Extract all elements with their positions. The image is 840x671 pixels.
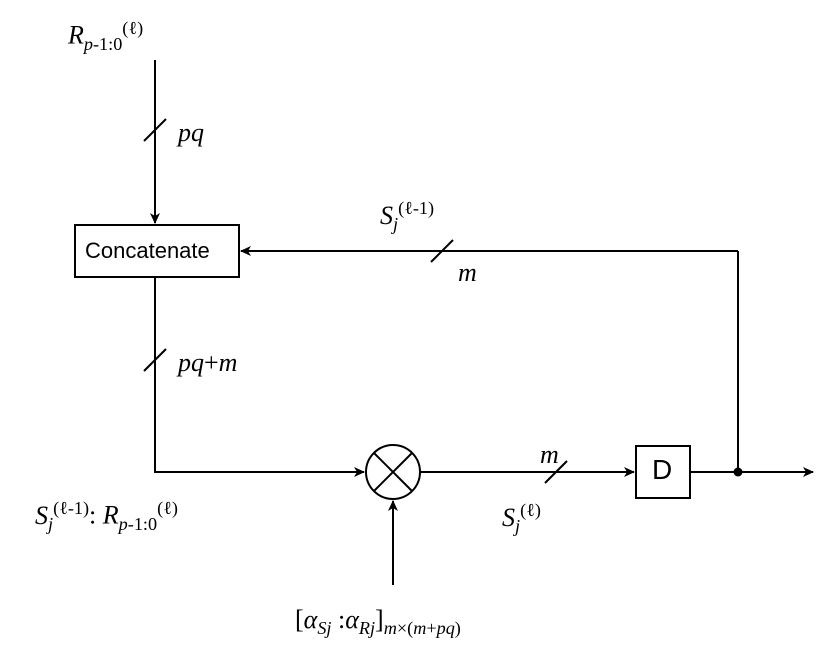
label-Sj-l: Sj(ℓ) xyxy=(502,500,541,537)
concatenate-label: Concatenate xyxy=(85,238,210,264)
label-R-input: Rp-1:0(ℓ) xyxy=(68,18,143,55)
label-m-right: m xyxy=(540,440,559,470)
multiplier-node xyxy=(366,445,420,499)
label-alpha: [αSj :αRj]m×(m+pq) xyxy=(295,605,461,639)
diagram-svg xyxy=(0,0,840,671)
label-SR-concat: Sj(ℓ-1): Rp-1:0(ℓ) xyxy=(35,498,178,535)
delay-label: D xyxy=(652,454,672,486)
label-Sj-lm1-top: Sj(ℓ-1) xyxy=(380,198,434,235)
label-pq-plus-m: pq+m xyxy=(178,348,237,378)
label-m-top: m xyxy=(458,258,477,288)
block-diagram: Concatenate D Rp-1:0(ℓ) pq Sj(ℓ-1) m pq+… xyxy=(0,0,840,671)
label-pq: pq xyxy=(178,118,204,148)
